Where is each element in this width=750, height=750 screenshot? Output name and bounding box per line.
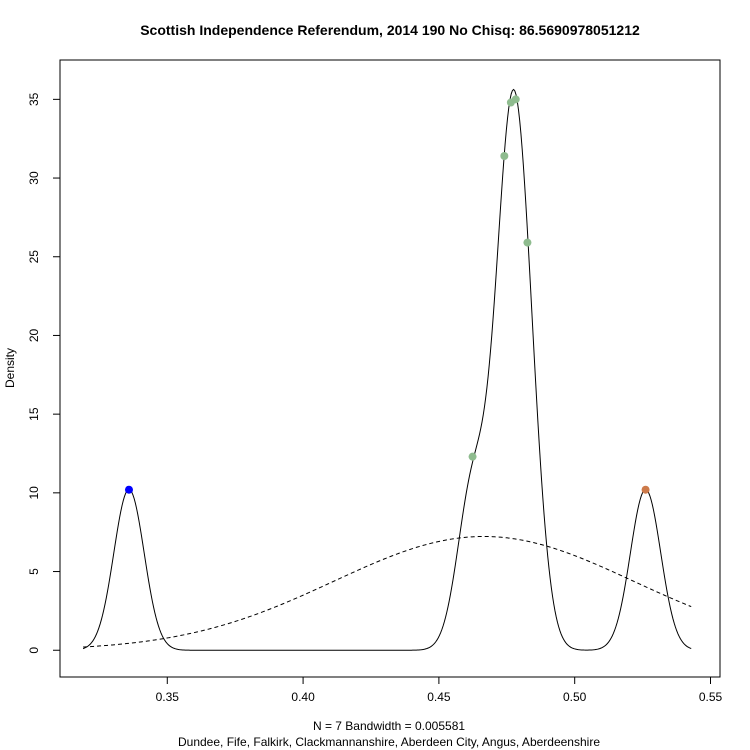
y-tick-label: 35 <box>27 92 41 106</box>
y-tick-label: 25 <box>27 250 41 264</box>
y-tick-label: 0 <box>27 647 41 654</box>
normal-curve-dashed <box>83 535 692 648</box>
chart-title: Scottish Independence Referendum, 2014 1… <box>140 22 640 38</box>
density-curve <box>82 88 692 651</box>
x-axis: 0.35 0.40 0.45 0.50 0.55 <box>156 676 723 704</box>
x-tick-label: 0.40 <box>291 690 315 704</box>
y-axis-label: Density <box>3 348 17 388</box>
y-tick-label: 30 <box>27 171 41 185</box>
x-axis-sublabel: Dundee, Fife, Falkirk, Clackmannanshire,… <box>178 735 600 749</box>
y-tick-label: 20 <box>27 328 41 342</box>
x-axis-label: N = 7 Bandwidth = 0.005581 <box>313 719 465 733</box>
x-tick-label: 0.45 <box>427 690 451 704</box>
y-tick-label: 15 <box>27 407 41 421</box>
data-point <box>500 152 509 161</box>
points-layer <box>124 95 650 494</box>
data-point <box>468 452 477 461</box>
data-point <box>124 485 133 494</box>
data-point <box>511 95 520 104</box>
plot-frame <box>59 59 721 678</box>
series-layer <box>82 88 692 651</box>
x-tick-label: 0.55 <box>699 690 723 704</box>
data-point <box>523 238 532 247</box>
y-tick-label: 5 <box>27 568 41 575</box>
y-tick-label: 10 <box>27 486 41 500</box>
data-point <box>641 485 650 494</box>
y-axis: 0 5 10 15 20 25 30 35 <box>27 92 61 654</box>
x-tick-label: 0.50 <box>563 690 587 704</box>
x-tick-label: 0.35 <box>156 690 180 704</box>
